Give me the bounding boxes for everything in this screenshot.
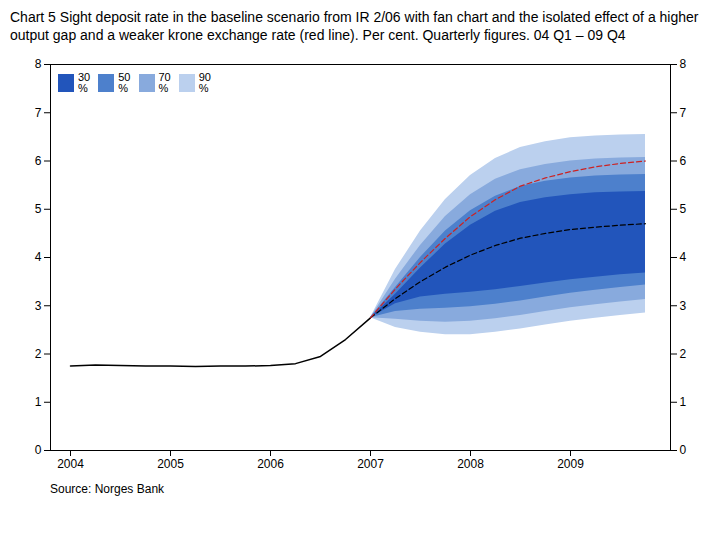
html-text:70 %: 70 % [158,71,171,95]
svg-text:2009: 2009 [557,457,584,471]
svg-text:2: 2 [680,347,687,361]
svg-text:4: 4 [35,251,42,265]
svg-text:0: 0 [35,444,42,458]
svg-text:2006: 2006 [257,457,284,471]
svg-text:3: 3 [35,299,42,313]
svg-text:3: 3 [680,299,687,313]
svg-text:8: 8 [680,58,687,72]
svg-text:6: 6 [680,154,687,168]
html-text:90 %: 90 % [198,71,211,95]
svg-text:2004: 2004 [57,457,84,471]
svg-text:8: 8 [35,58,42,72]
svg-text:2005: 2005 [157,457,184,471]
html-text:Chart 5 Sight deposit rate in: Chart 5 Sight deposit rate in the baseli… [10,9,699,44]
svg-text:6: 6 [35,154,42,168]
html-text:30 %: 30 % [78,71,91,95]
svg-text:2: 2 [35,347,42,361]
svg-text:7: 7 [680,106,687,120]
html-text:Source: Norges Bank: Source: Norges Bank [50,482,165,497]
svg-text:4: 4 [680,251,687,265]
svg-text:5: 5 [35,202,42,216]
svg-text:1: 1 [680,395,687,409]
svg-text:2007: 2007 [357,457,384,471]
svg-text:2008: 2008 [457,457,484,471]
svg-text:0: 0 [680,444,687,458]
svg-text:5: 5 [680,202,687,216]
svg-text:7: 7 [35,106,42,120]
svg-text:1: 1 [35,395,42,409]
html-text:50 %: 50 % [118,71,131,95]
